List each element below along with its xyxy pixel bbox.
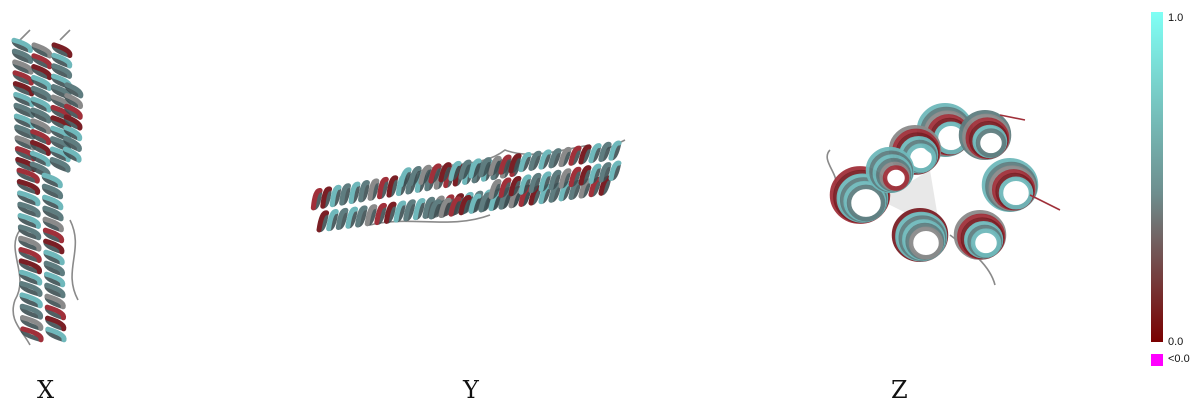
helix-x-5 <box>16 167 44 343</box>
colorbar-min-label: 0.0 <box>1168 336 1184 348</box>
protein-ribbon-y <box>310 139 626 233</box>
color-scale-bar <box>1151 12 1163 342</box>
loop-y-2 <box>369 214 491 226</box>
helix-x-6 <box>41 172 67 343</box>
loop-x-3 <box>19 29 71 41</box>
helix-y-5 <box>488 160 622 200</box>
protein-ribbon-z <box>826 103 1061 286</box>
axis-label-x: X <box>37 376 55 404</box>
ring-z-7 <box>981 158 1039 212</box>
ring-z-3 <box>958 109 1012 161</box>
colorbar-below-label: <0.0 <box>1168 353 1190 365</box>
structure-view-z <box>800 0 1080 370</box>
below-range-swatch <box>1151 354 1163 366</box>
loop-x-2 <box>69 219 79 301</box>
ring-z-5 <box>891 208 949 262</box>
ring-z-8 <box>865 146 915 194</box>
protein-ribbon-x <box>11 29 84 346</box>
helix-y-2 <box>398 140 622 188</box>
axis-label-y: Y <box>463 376 479 404</box>
ring-z-4 <box>829 166 891 224</box>
helix-x-2 <box>29 42 53 178</box>
helix-x-1 <box>11 37 37 173</box>
colorbar-max-label: 1.0 <box>1168 12 1184 24</box>
axis-label-z: Z <box>891 376 908 404</box>
loop-z-2 <box>999 114 1061 211</box>
structure-view-y <box>290 0 650 370</box>
ring-z-6 <box>953 209 1007 261</box>
helix-x-4 <box>62 82 84 163</box>
structure-view-x <box>0 0 100 370</box>
